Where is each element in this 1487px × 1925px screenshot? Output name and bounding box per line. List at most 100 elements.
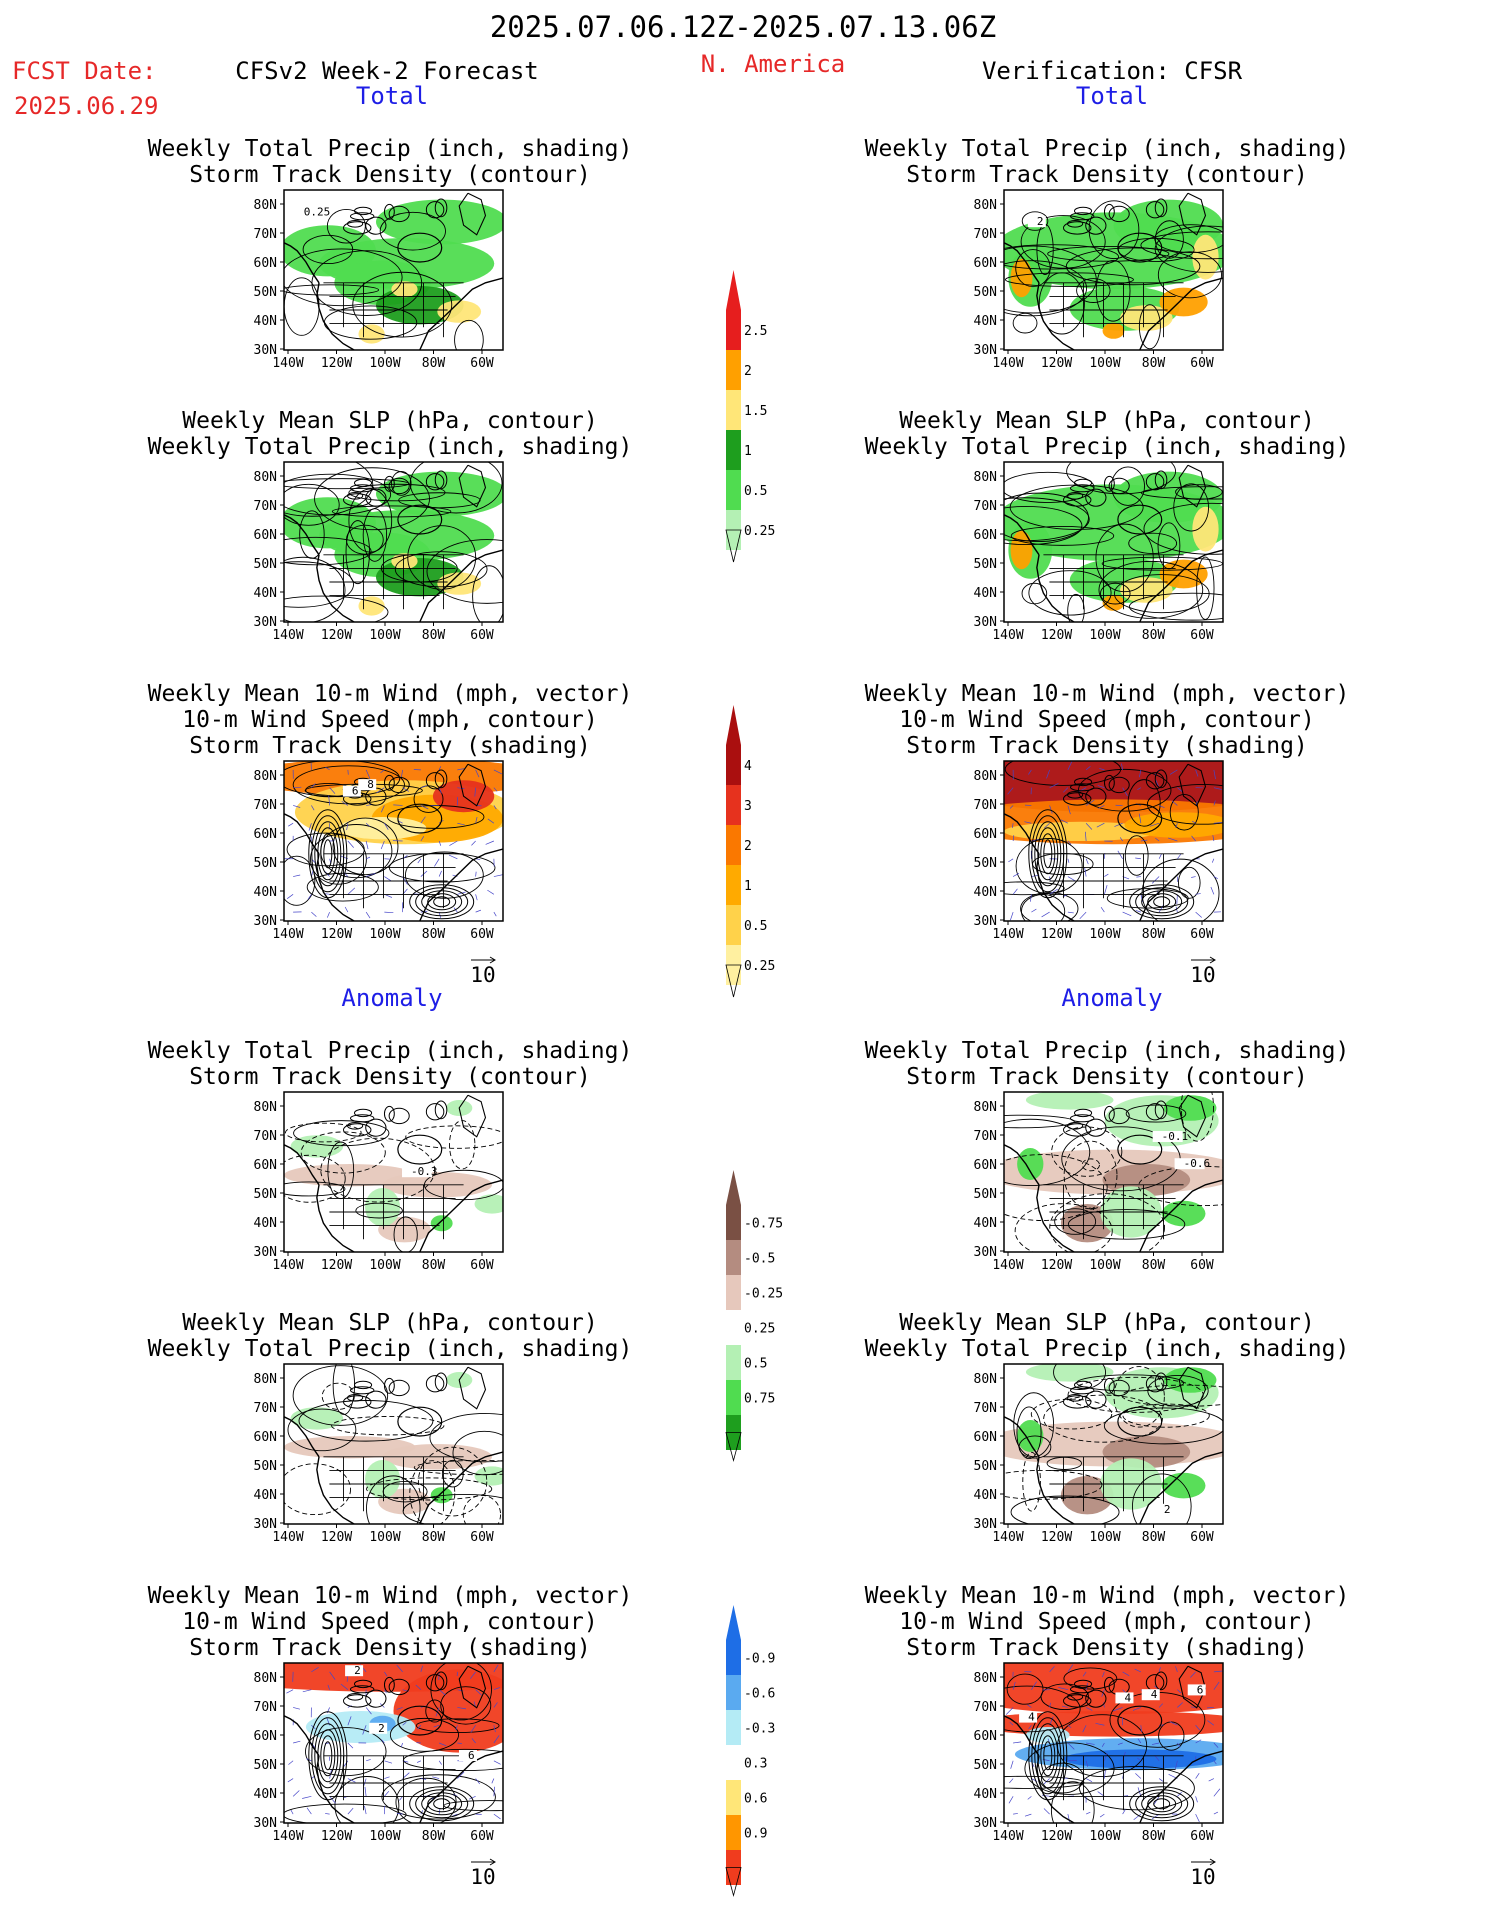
wind-vector [1049,1702,1051,1708]
vector-reference-label: 10 [1190,1865,1215,1889]
lat-tick-label: 40N [974,1787,997,1802]
wind-vector [1175,1666,1178,1673]
lat-tick-label: 60N [974,1430,997,1445]
contour-line [1015,838,1083,894]
lat-tick-label: 50N [974,1459,997,1474]
arctic-island-outline [349,1386,375,1395]
lon-tick-label: 80W [422,356,446,371]
contour-line [284,473,392,516]
map-body [1004,462,1223,622]
wind-vector [1121,763,1123,770]
lat-tick-label: 40N [974,1216,997,1231]
coastline [284,1144,320,1186]
shaded-region [358,596,385,616]
contour-line [1010,525,1115,546]
wind-speed-contour [1129,1786,1195,1822]
wind-vector [493,1813,501,1820]
map-body: 0.25 [284,192,503,350]
lon-tick-label: 100W [369,1829,400,1844]
wind-vector [1067,1664,1074,1673]
contour-label: 2 [354,1664,361,1677]
wind-vector [384,1760,393,1764]
hudson-bay-outline [1117,1134,1163,1165]
panel-title-line: 10-m Wind Speed (mph, contour) [182,707,597,733]
lon-tick-label: 140W [272,927,303,942]
panel-title-line: 10-m Wind Speed (mph, contour) [182,1609,597,1635]
map-body: -0.3 [284,1094,503,1252]
lat-tick-label: 80N [974,1372,997,1387]
wind-speed-contour [415,887,469,917]
shaded-region [1113,199,1223,251]
contour-labels: 4 4 6 4 [1019,1683,1206,1724]
arctic-island-outline [343,1123,372,1137]
contour-line [293,1120,390,1147]
panel-title-line: Storm Track Density (shading) [906,1635,1308,1661]
lat-tick-label: 40N [254,1488,277,1503]
shaded-region [1102,594,1125,611]
wind-vector [1135,1773,1142,1779]
lat-tick-label: 30N [974,1816,997,1831]
arctic-island-outline [1154,1372,1168,1392]
contour-line [302,234,354,265]
contour-line [1067,593,1085,622]
wind-vector [1213,787,1222,790]
arctic-island-outline [1103,475,1115,492]
contour-label-bg [345,1665,364,1677]
wind-vector [1211,858,1215,863]
arctic-island-outline [425,1674,445,1692]
wind-vector [475,1689,482,1696]
state-borders [323,1755,464,1811]
anomaly-track-colorbar: -0.9 -0.6 -0.3 0.3 0.6 0.9 [725,1605,775,1898]
lat-tick-label: 70N [974,499,997,514]
contour-line [1004,1114,1075,1129]
wind-vector [1195,769,1199,777]
wind-speed-contour [1129,884,1195,920]
arctic-island-outline [1145,772,1165,790]
wind-vector [493,1702,498,1708]
wind-vector [1086,1742,1095,1745]
wind-vector [432,1776,440,1779]
wind-vector [457,822,465,826]
contour-line [331,505,452,518]
hudson-bay-outline [397,504,443,535]
hudson-bay-outline [1117,1406,1163,1437]
wind-vector [1084,867,1087,877]
colorbar-bottom-triangle [725,1432,742,1463]
wind-vector [448,854,458,860]
wind-vector [493,1725,496,1733]
wind-vector [1132,1707,1141,1711]
lon-tick-label: 60W [470,927,494,942]
coastline [1036,1456,1075,1524]
arctic-island-outline [434,1372,448,1392]
panel-title-line: Weekly Total Precip (inch, shading) [865,136,1350,162]
state-borders [1043,282,1184,338]
contour-label-bg [1115,1692,1134,1704]
colorbar-segment [726,865,741,905]
contour-line [426,539,503,604]
wind-vector [1177,853,1182,859]
lon-tick-label: 60W [470,1530,494,1545]
arctic-island-outline [1063,221,1092,235]
wind-vector [1098,805,1105,809]
panel-title-line: Weekly Total Precip (inch, shading) [865,1038,1350,1064]
contour-line [332,817,399,876]
wind-vector [1067,911,1074,914]
wind-vector [457,1771,465,1779]
wind-speed-contour [409,884,475,920]
contour-line [1128,592,1223,621]
arctic-island-outline [388,1107,410,1125]
greenland-outline [1178,763,1207,807]
arctic-island-outline [1074,1108,1093,1118]
wind-vector [1213,1788,1221,1797]
contour-label: 2 [1164,1503,1171,1516]
coastline [1036,1184,1075,1252]
wind-speed-contour [1141,1792,1183,1816]
contour-label-bg [358,779,377,791]
contour-line [1103,1407,1223,1445]
lat-tick-label: 70N [974,1129,997,1144]
lat-tick-label: 70N [974,227,997,242]
wind-vector [302,1689,312,1693]
contour-label-bg [458,1750,477,1761]
contour-label-bg [294,206,325,218]
wind-vector [493,1786,495,1797]
